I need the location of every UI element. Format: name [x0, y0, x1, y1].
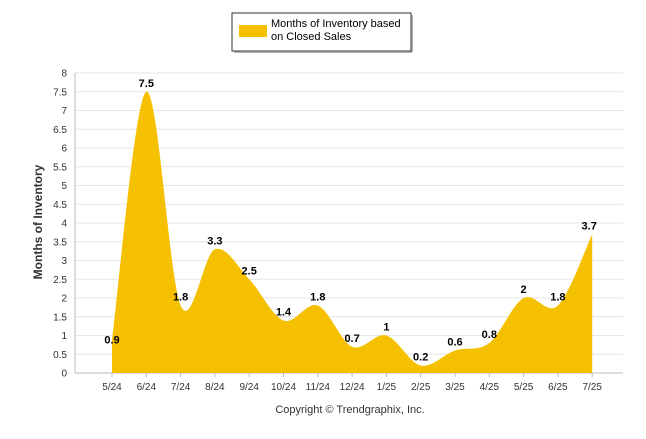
data-label: 0.8 [482, 329, 497, 341]
x-tick-label: 8/24 [205, 382, 225, 393]
y-tick-label: 4 [61, 219, 67, 230]
x-tick-labels: 5/24 6/24 7/24 8/24 9/24 10/24 11/24 12/24 1/25 2… [102, 373, 602, 393]
y-tick-label: 7 [61, 106, 67, 117]
data-label: 1.8 [550, 292, 565, 304]
y-tick-label: 5 [61, 181, 67, 192]
y-tick-label: 6.5 [53, 125, 67, 136]
data-label: 1 [383, 322, 389, 334]
x-tick-label: 7/24 [171, 382, 191, 393]
x-tick-label: 9/24 [239, 382, 259, 393]
x-tick-label: 5/24 [102, 382, 122, 393]
data-label: 0.6 [447, 337, 462, 349]
y-tick-label: 2.5 [53, 275, 67, 286]
area-series [112, 91, 593, 373]
data-label: 2.5 [242, 265, 257, 277]
x-tick-label: 1/25 [377, 382, 397, 393]
x-tick-label: 12/24 [340, 382, 365, 393]
data-label: 0.7 [344, 333, 359, 345]
data-label: 7.5 [139, 78, 154, 90]
x-tick-label: 6/24 [137, 382, 157, 393]
x-tick-label: 2/25 [411, 382, 431, 393]
x-tick-label: 7/25 [582, 382, 602, 393]
data-label: 1.8 [173, 292, 188, 304]
data-label: 3.7 [582, 220, 597, 232]
y-tick-labels: 0 0.5 1 1.5 2 2.5 3 3.5 4 4.5 5 5.5 6 6.5 7 7.5 8 [53, 69, 67, 380]
y-tick-label: 3 [61, 256, 67, 267]
legend: Months of Inventory based on Closed Sale… [231, 12, 413, 53]
y-tick-label: 1.5 [53, 312, 67, 323]
y-tick-label: 6 [61, 144, 67, 155]
data-labels: 0.9 7.5 1.8 3.3 2.5 1.4 1.8 0.7 1 0.2 0.6 0.8 2 1.8 3.… [104, 78, 596, 364]
data-label: 3.3 [207, 235, 222, 247]
x-tick-label: 4/25 [480, 382, 500, 393]
y-tick-label: 2 [61, 294, 67, 305]
y-tick-label: 3.5 [53, 237, 67, 248]
x-tick-label: 6/25 [548, 382, 568, 393]
legend-entry-line-1: Months of Inventory based [271, 18, 401, 30]
data-label: 1.8 [310, 292, 325, 304]
y-axis-title: Months of Inventory [31, 164, 45, 279]
data-label: 1.4 [276, 307, 292, 319]
y-tick-label: 8 [61, 69, 67, 80]
y-tick-label: 7.5 [53, 87, 67, 98]
legend-swatch [239, 25, 267, 37]
area-series-fill [112, 91, 593, 373]
y-tick-label: 4.5 [53, 200, 67, 211]
legend-entry-line-2: on Closed Sales [271, 31, 352, 43]
data-label: 0.9 [104, 334, 119, 346]
y-tick-label: 5.5 [53, 162, 67, 173]
y-tick-label: 1 [61, 331, 67, 342]
y-tick-label: 0.5 [53, 350, 67, 361]
x-tick-label: 5/25 [514, 382, 534, 393]
copyright-credit: Copyright © Trendgraphix, Inc. [275, 404, 424, 416]
data-label: 2 [521, 284, 527, 296]
x-tick-label: 11/24 [306, 382, 331, 393]
x-tick-label: 3/25 [445, 382, 465, 393]
y-tick-label: 0 [61, 369, 67, 380]
x-tick-label: 10/24 [271, 382, 296, 393]
data-label: 0.2 [413, 352, 428, 364]
